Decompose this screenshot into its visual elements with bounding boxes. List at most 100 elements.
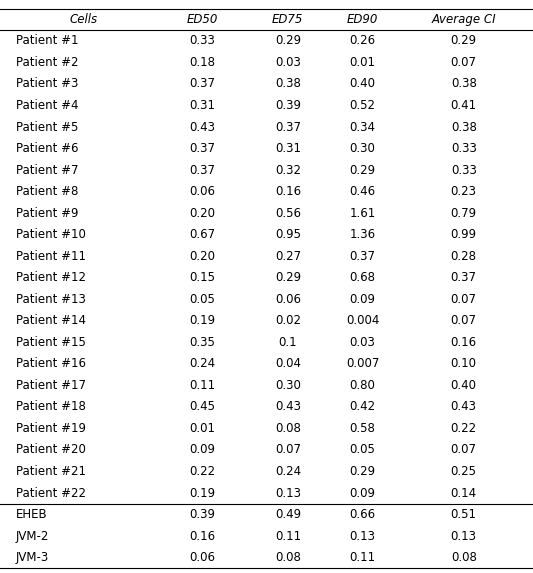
Text: 0.27: 0.27 [274, 250, 301, 262]
Text: 0.37: 0.37 [190, 142, 215, 155]
Text: 0.06: 0.06 [275, 293, 301, 306]
Text: 0.30: 0.30 [350, 142, 375, 155]
Text: 0.95: 0.95 [275, 228, 301, 241]
Text: 0.80: 0.80 [350, 379, 375, 392]
Text: Patient #17: Patient #17 [16, 379, 86, 392]
Text: 0.10: 0.10 [451, 358, 477, 370]
Text: Patient #19: Patient #19 [16, 422, 86, 435]
Text: 0.23: 0.23 [451, 185, 477, 198]
Text: 0.34: 0.34 [350, 120, 375, 134]
Text: 0.46: 0.46 [349, 185, 376, 198]
Text: Patient #20: Patient #20 [16, 444, 86, 457]
Text: 0.43: 0.43 [451, 401, 477, 414]
Text: Patient #6: Patient #6 [16, 142, 78, 155]
Text: Patient #15: Patient #15 [16, 336, 86, 349]
Text: 0.41: 0.41 [450, 99, 477, 112]
Text: Patient #22: Patient #22 [16, 486, 86, 500]
Text: 0.13: 0.13 [350, 529, 375, 543]
Text: 0.37: 0.37 [190, 77, 215, 91]
Text: 0.08: 0.08 [275, 551, 301, 564]
Text: 0.004: 0.004 [346, 315, 379, 327]
Text: 0.19: 0.19 [189, 486, 216, 500]
Text: 0.40: 0.40 [350, 77, 375, 91]
Text: 0.56: 0.56 [275, 207, 301, 219]
Text: Patient #12: Patient #12 [16, 271, 86, 284]
Text: 0.07: 0.07 [451, 444, 477, 457]
Text: 0.39: 0.39 [275, 99, 301, 112]
Text: Patient #16: Patient #16 [16, 358, 86, 370]
Text: ED75: ED75 [272, 13, 303, 26]
Text: 0.03: 0.03 [350, 336, 375, 349]
Text: 0.38: 0.38 [451, 120, 477, 134]
Text: 0.49: 0.49 [274, 508, 301, 521]
Text: 0.09: 0.09 [350, 293, 375, 306]
Text: Average CI: Average CI [431, 13, 496, 26]
Text: 0.16: 0.16 [189, 529, 216, 543]
Text: 0.37: 0.37 [350, 250, 375, 262]
Text: 0.15: 0.15 [190, 271, 215, 284]
Text: 0.11: 0.11 [274, 529, 301, 543]
Text: 0.29: 0.29 [349, 465, 376, 478]
Text: Patient #13: Patient #13 [16, 293, 86, 306]
Text: 0.07: 0.07 [451, 293, 477, 306]
Text: 0.007: 0.007 [346, 358, 379, 370]
Text: 0.37: 0.37 [190, 163, 215, 176]
Text: 0.58: 0.58 [350, 422, 375, 435]
Text: 0.02: 0.02 [275, 315, 301, 327]
Text: 0.05: 0.05 [190, 293, 215, 306]
Text: 0.20: 0.20 [190, 207, 215, 219]
Text: 0.28: 0.28 [451, 250, 477, 262]
Text: 0.01: 0.01 [190, 422, 215, 435]
Text: 0.13: 0.13 [451, 529, 477, 543]
Text: 0.67: 0.67 [189, 228, 216, 241]
Text: 0.16: 0.16 [450, 336, 477, 349]
Text: Patient #14: Patient #14 [16, 315, 86, 327]
Text: Patient #21: Patient #21 [16, 465, 86, 478]
Text: 0.22: 0.22 [189, 465, 216, 478]
Text: 0.39: 0.39 [190, 508, 215, 521]
Text: 0.05: 0.05 [350, 444, 375, 457]
Text: 0.01: 0.01 [350, 56, 375, 69]
Text: Patient #10: Patient #10 [16, 228, 86, 241]
Text: 0.66: 0.66 [349, 508, 376, 521]
Text: 0.31: 0.31 [190, 99, 215, 112]
Text: 0.37: 0.37 [275, 120, 301, 134]
Text: 0.11: 0.11 [189, 379, 216, 392]
Text: 0.08: 0.08 [451, 551, 477, 564]
Text: ED50: ED50 [187, 13, 218, 26]
Text: 0.13: 0.13 [275, 486, 301, 500]
Text: 0.09: 0.09 [350, 486, 375, 500]
Text: 0.24: 0.24 [274, 465, 301, 478]
Text: 0.24: 0.24 [189, 358, 216, 370]
Text: Patient #5: Patient #5 [16, 120, 78, 134]
Text: 0.33: 0.33 [451, 163, 477, 176]
Text: 0.99: 0.99 [450, 228, 477, 241]
Text: 0.33: 0.33 [190, 34, 215, 48]
Text: 0.07: 0.07 [451, 315, 477, 327]
Text: Patient #9: Patient #9 [16, 207, 78, 219]
Text: 0.40: 0.40 [451, 379, 477, 392]
Text: 0.52: 0.52 [350, 99, 375, 112]
Text: 0.31: 0.31 [275, 142, 301, 155]
Text: 0.20: 0.20 [190, 250, 215, 262]
Text: 0.06: 0.06 [190, 551, 215, 564]
Text: 0.29: 0.29 [274, 34, 301, 48]
Text: ED90: ED90 [347, 13, 378, 26]
Text: 0.16: 0.16 [274, 185, 301, 198]
Text: 1.61: 1.61 [349, 207, 376, 219]
Text: 0.38: 0.38 [451, 77, 477, 91]
Text: 0.14: 0.14 [450, 486, 477, 500]
Text: 0.45: 0.45 [190, 401, 215, 414]
Text: 0.11: 0.11 [349, 551, 376, 564]
Text: Patient #1: Patient #1 [16, 34, 78, 48]
Text: Patient #8: Patient #8 [16, 185, 78, 198]
Text: 0.32: 0.32 [275, 163, 301, 176]
Text: 0.43: 0.43 [275, 401, 301, 414]
Text: 0.29: 0.29 [450, 34, 477, 48]
Text: 0.08: 0.08 [275, 422, 301, 435]
Text: 0.19: 0.19 [189, 315, 216, 327]
Text: 0.35: 0.35 [190, 336, 215, 349]
Text: 0.29: 0.29 [274, 271, 301, 284]
Text: Patient #3: Patient #3 [16, 77, 78, 91]
Text: 0.43: 0.43 [190, 120, 215, 134]
